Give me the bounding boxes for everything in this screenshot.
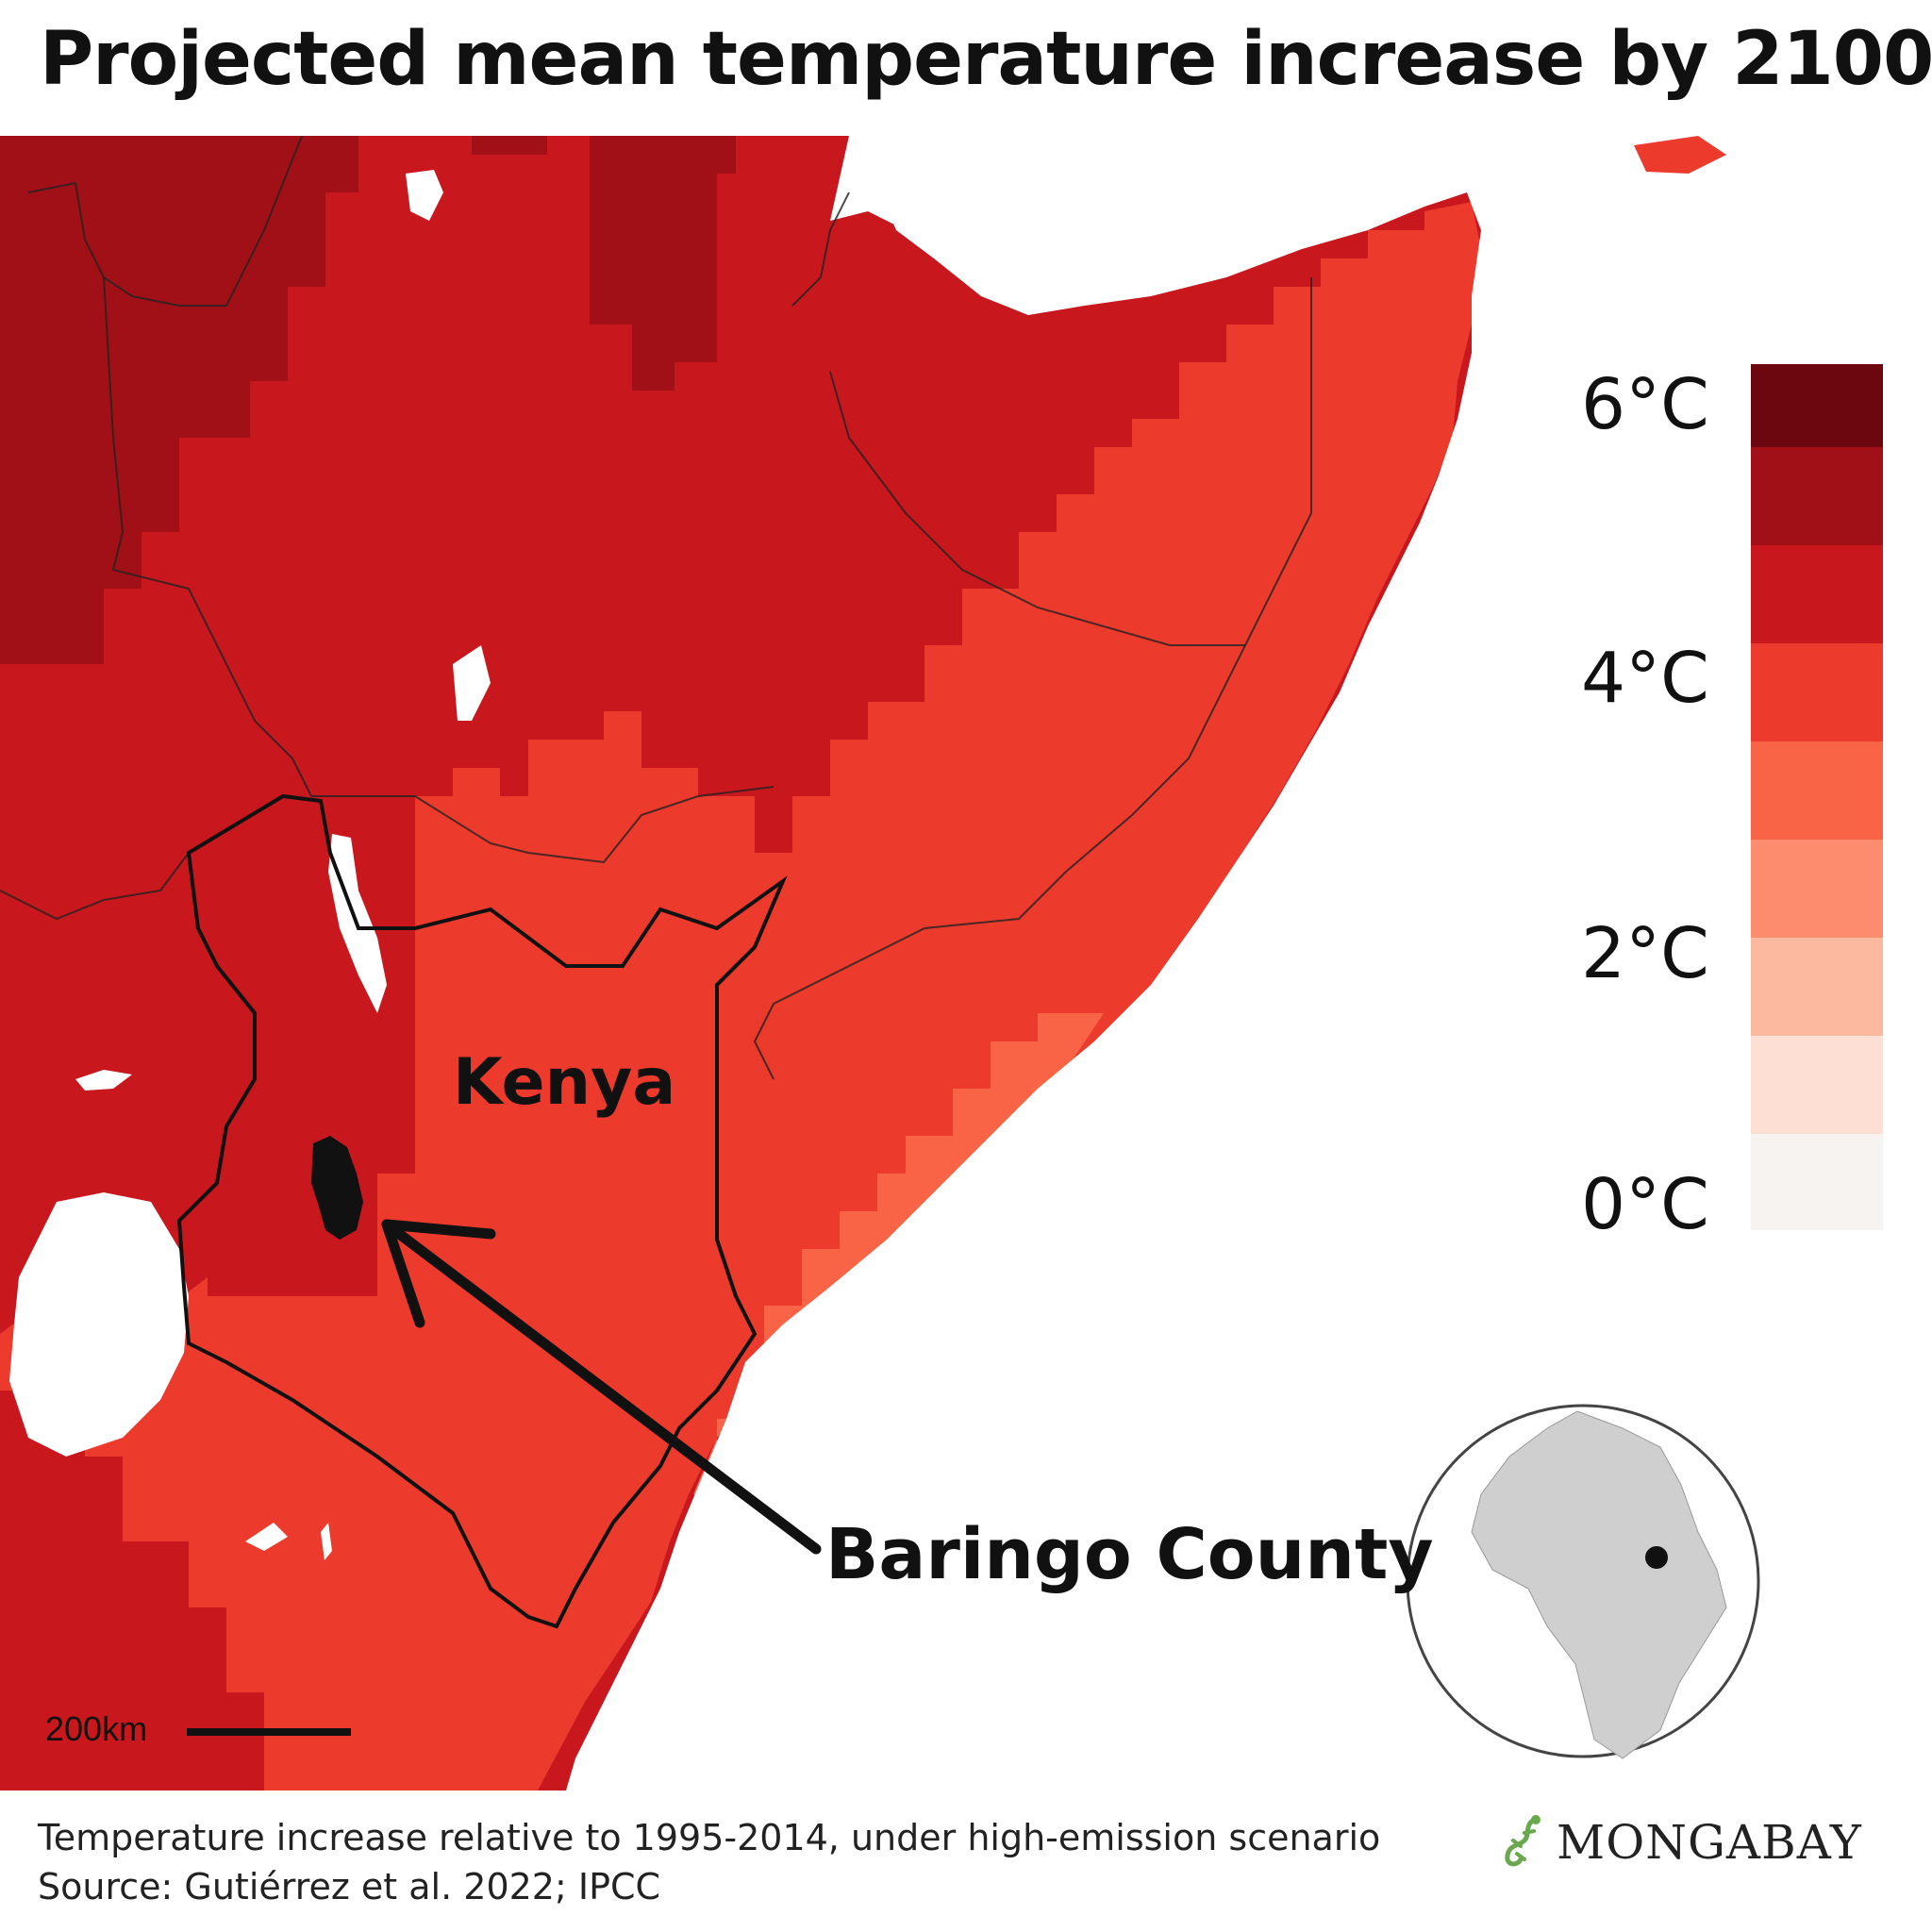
scale-bar-label: 200km bbox=[45, 1709, 148, 1748]
lake-victoria bbox=[9, 1192, 189, 1457]
kenya-label: Kenya bbox=[453, 1045, 676, 1120]
legend-color-scale bbox=[1751, 364, 1883, 1230]
kenya-border bbox=[176, 793, 788, 1629]
legend-label-2: 2°C bbox=[1581, 913, 1709, 994]
brand-name: MONGABAY bbox=[1557, 1815, 1862, 1870]
footer-note: Temperature increase relative to 1995-20… bbox=[38, 1817, 1381, 1858]
region-light-east bbox=[0, 202, 1481, 1790]
arrow-to-baringo bbox=[381, 1219, 822, 1555]
ocean-gulf bbox=[830, 136, 1509, 277]
map-title: Projected mean temperature increase by 2… bbox=[40, 17, 1932, 102]
lake-ethiopia bbox=[453, 645, 491, 721]
legend-step-3-5 bbox=[1751, 840, 1883, 938]
legend-step-5-5 bbox=[1751, 447, 1883, 545]
region-mid-sw bbox=[0, 1391, 264, 1790]
country-borders bbox=[0, 136, 1312, 1080]
mongabay-logo: MONGABAY bbox=[1496, 1809, 1862, 1875]
lake-tana bbox=[406, 170, 443, 221]
region-dark-nw bbox=[0, 136, 358, 664]
legend-label-6: 6°C bbox=[1581, 364, 1709, 445]
scale-bar-line bbox=[187, 1728, 351, 1736]
africa-shape bbox=[1471, 1410, 1727, 1759]
legend-step-0 bbox=[1751, 1134, 1883, 1230]
lake-small-1 bbox=[75, 1070, 132, 1091]
legend-step-4-5 bbox=[1751, 643, 1883, 741]
lake-small-3 bbox=[321, 1523, 332, 1560]
legend-label-4: 4°C bbox=[1581, 638, 1709, 719]
temperature-map bbox=[0, 136, 1932, 1790]
legend-step-3 bbox=[1751, 938, 1883, 1036]
baringo-county-shape bbox=[311, 1136, 363, 1240]
ocean-east bbox=[566, 136, 1932, 1790]
baringo-county-label: Baringo County bbox=[825, 1514, 1434, 1595]
legend-step-6 bbox=[1751, 364, 1883, 447]
region-dark-strip bbox=[472, 136, 547, 155]
footer-source: Source: Gutiérrez et al. 2022; IPCC bbox=[38, 1866, 661, 1907]
legend-step-4 bbox=[1751, 741, 1883, 840]
baringo-locator-dot bbox=[1645, 1546, 1668, 1569]
region-dark-nc bbox=[590, 136, 736, 391]
globe-locator bbox=[1406, 1404, 1760, 1759]
socotra-island bbox=[1634, 136, 1726, 174]
legend-label-0: 0°C bbox=[1581, 1164, 1709, 1245]
gecko-icon bbox=[1505, 1815, 1541, 1867]
legend-step-2 bbox=[1751, 1036, 1883, 1134]
lake-small-2 bbox=[245, 1523, 288, 1551]
legend-step-5 bbox=[1751, 545, 1883, 643]
